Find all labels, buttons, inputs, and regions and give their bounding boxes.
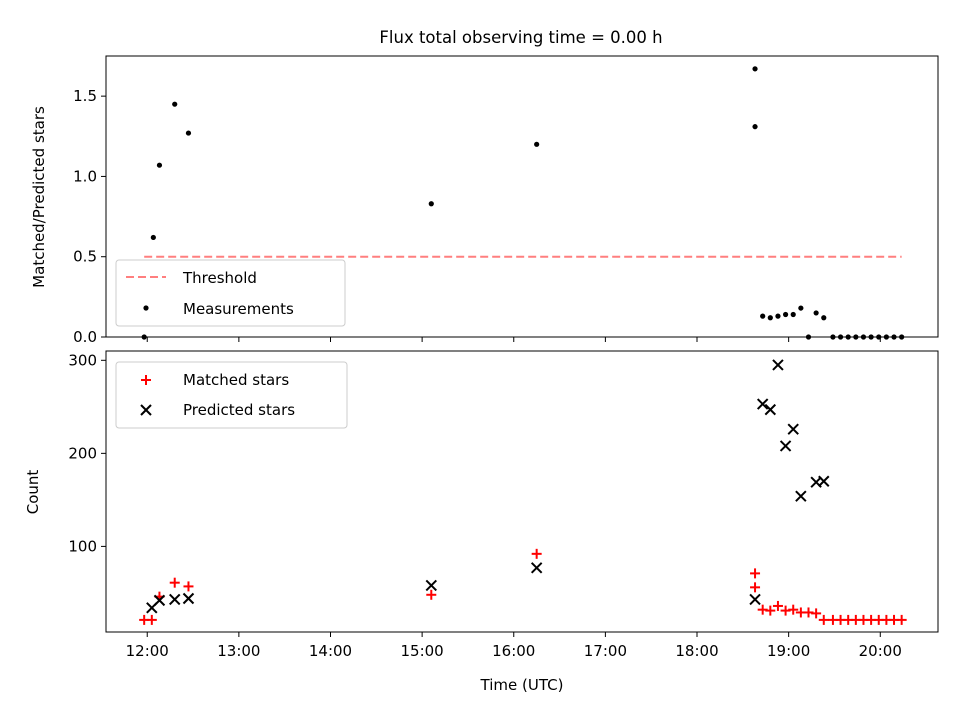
matched-star-point: [765, 605, 776, 616]
matched-star-point: [788, 604, 799, 615]
predicted-star-point: [779, 440, 792, 452]
matched-star-point: [896, 614, 907, 625]
measurement-point: [534, 141, 540, 147]
predicted-star-point: [749, 593, 761, 606]
bottom-legend-box: [115, 361, 348, 429]
measurement-point: [428, 201, 434, 207]
x-tick-label: 18:00: [675, 642, 718, 660]
top-panel: 0.0 0.5 1.0 1.5 Matched/Predicted stars Thr…: [30, 55, 939, 346]
matched-star-point: [811, 608, 822, 619]
top-legend: Threshold Measurements: [115, 259, 346, 327]
predicted-star-point: [772, 359, 784, 371]
top-y-tick-label: 1.0: [73, 167, 97, 185]
bottom-plot-frame: [105, 350, 939, 633]
legend-measurements-swatch: [143, 305, 149, 311]
bottom-legend: Matched stars Predicted stars: [115, 361, 348, 429]
bottom-y-tick-label: 200: [68, 444, 97, 462]
matched-star-point: [183, 581, 194, 592]
bottom-y-axis-label: Count: [24, 470, 42, 515]
measurement-point: [150, 234, 156, 241]
legend-matched-swatch: [141, 375, 151, 385]
top-plot-frame: [105, 55, 939, 338]
legend-x-marker: [140, 404, 152, 416]
chart-title: Flux total observing time = 0.00 h: [379, 28, 662, 47]
legend-threshold-label: Threshold: [182, 269, 257, 287]
matched-stars-points: [139, 548, 907, 625]
predicted-stars-points: [146, 359, 830, 614]
top-y-tick-label: 1.5: [73, 87, 97, 105]
x-tick-label: 16:00: [492, 642, 535, 660]
top-x-ticks: [146, 337, 881, 342]
matched-star-point: [750, 568, 761, 579]
measurement-point: [185, 130, 192, 136]
x-tick-label: 17:00: [584, 642, 627, 660]
x-tick-label: 12:00: [126, 642, 169, 660]
predicted-star-point: [818, 475, 830, 487]
predicted-star-point: [795, 490, 807, 502]
predicted-star-point: [787, 423, 799, 435]
legend-predicted-label: Predicted stars: [183, 401, 295, 419]
bottom-y-tick-label: 100: [68, 537, 97, 555]
matched-star-point: [750, 582, 761, 593]
legend-measurements-label: Measurements: [183, 300, 294, 318]
bottom-x-ticks: 12:00 13:00 14:00 15:00 16:00 17:00 18:00 19:00…: [126, 632, 902, 660]
predicted-star-point: [530, 562, 543, 574]
measurement-point: [782, 311, 789, 318]
legend-plus-marker: [141, 375, 151, 385]
predicted-star-point: [153, 594, 166, 607]
predicted-star-point: [764, 403, 777, 416]
measurement-point: [775, 313, 781, 319]
predicted-star-point: [182, 592, 195, 605]
x-tick-label: 13:00: [217, 642, 260, 660]
predicted-star-point: [169, 593, 181, 606]
matched-star-point: [531, 548, 542, 559]
matched-star-point: [426, 589, 437, 600]
matched-star-point: [146, 614, 157, 625]
x-tick-label: 15:00: [401, 642, 444, 660]
top-y-axis-label: Matched/Predicted stars: [30, 106, 48, 288]
matched-star-point: [169, 577, 180, 588]
top-y-tick-label: 0.0: [73, 328, 97, 346]
measurement-point: [798, 305, 804, 311]
top-legend-box: [115, 259, 346, 327]
matched-star-point: [818, 614, 829, 625]
top-y-tick-label: 0.5: [73, 248, 97, 266]
measurement-point: [760, 313, 766, 319]
measurement-point: [752, 66, 758, 72]
measurement-point: [767, 315, 773, 321]
predicted-star-point: [756, 398, 769, 410]
predicted-star-point: [425, 579, 437, 592]
bottom-panel: 100 200 300 12:00 13:00 14:00 15:00 16:00 17:00…: [24, 350, 939, 694]
bottom-y-ticks: 100 200 300: [68, 351, 106, 555]
measurement-point: [156, 162, 163, 168]
legend-predicted-swatch: [140, 404, 152, 416]
measurement-point: [752, 124, 758, 130]
x-tick-label: 19:00: [767, 642, 810, 660]
measurement-point: [813, 310, 819, 316]
measurement-point: [821, 315, 827, 321]
measurement-point: [172, 101, 178, 107]
x-tick-label: 14:00: [309, 642, 352, 660]
x-axis-label: Time (UTC): [480, 676, 564, 694]
bottom-y-tick-label: 300: [68, 351, 97, 369]
matched-star-point: [772, 600, 783, 611]
top-y-ticks: 0.0 0.5 1.0 1.5: [73, 87, 106, 346]
measurement-point: [790, 311, 796, 318]
legend-matched-label: Matched stars: [183, 371, 289, 389]
x-tick-label: 20:00: [859, 642, 902, 660]
